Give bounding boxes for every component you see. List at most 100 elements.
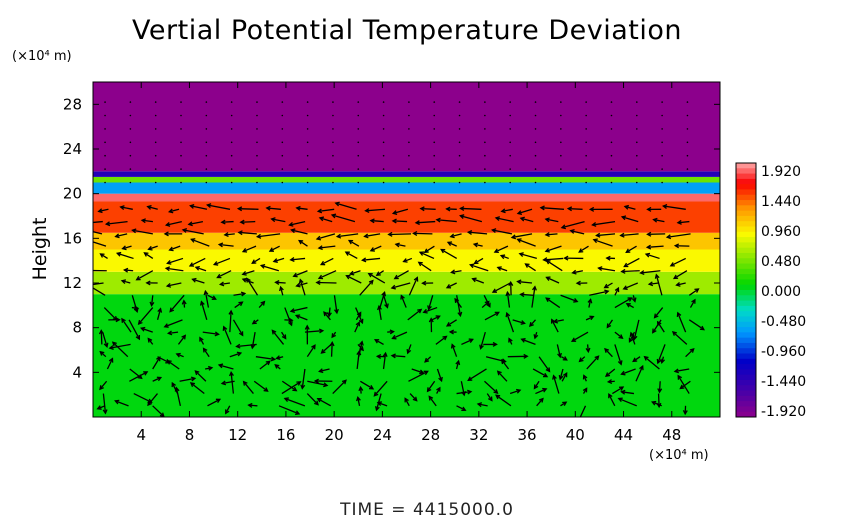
wind-arrow <box>135 270 154 281</box>
colorbar-label: -0.960 <box>761 344 806 360</box>
wind-arrow <box>393 270 409 280</box>
wind-arrow <box>298 278 306 296</box>
colorbar-segment <box>736 379 756 386</box>
wind-arrow <box>367 272 386 284</box>
wind-arrow <box>404 397 410 407</box>
wind-arrow <box>445 319 457 327</box>
wind-arrow <box>534 181 537 184</box>
wind-arrow <box>268 245 280 252</box>
wind-arrow <box>145 280 158 286</box>
x-tick-label: 32 <box>469 426 488 444</box>
wind-arrow <box>524 263 536 272</box>
wind-arrow <box>230 101 233 103</box>
wind-arrow <box>682 405 688 416</box>
wind-arrow <box>163 319 183 328</box>
wind-arrow <box>677 374 690 394</box>
wind-arrow <box>363 233 381 239</box>
x-tick-label: 8 <box>185 426 195 444</box>
wind-arrow <box>104 168 106 170</box>
wind-arrow <box>408 276 419 296</box>
wind-arrow <box>456 295 463 318</box>
wind-arrow <box>647 281 659 287</box>
wind-arrow <box>656 393 662 409</box>
wind-arrow <box>169 294 185 313</box>
colorbar-segment <box>736 268 756 275</box>
wind-arrow <box>535 387 548 395</box>
field-band <box>93 294 720 417</box>
colorbar: 1.920 1.440 0.960 0.480 0.000 -0.480 -0.960 -1.… <box>735 162 806 420</box>
wind-arrow <box>97 208 109 214</box>
wind-arrow <box>189 382 205 395</box>
wind-arrow <box>256 128 258 130</box>
wind-arrow <box>357 114 360 117</box>
wind-arrow <box>605 255 615 261</box>
wind-arrow <box>251 319 259 325</box>
wind-arrow <box>652 217 665 223</box>
wind-arrow <box>154 181 157 184</box>
colorbar-segment <box>736 210 756 217</box>
colorbar-label: -0.480 <box>761 314 806 330</box>
wind-arrow <box>595 232 616 238</box>
wind-arrow <box>104 114 106 117</box>
wind-arrow <box>421 280 434 286</box>
wind-arrow <box>661 154 663 157</box>
wind-arrow <box>544 232 558 238</box>
wind-arrow <box>646 206 662 212</box>
wind-arrow <box>361 257 381 263</box>
wind-arrow <box>220 219 234 225</box>
wind-arrow <box>617 397 638 407</box>
wind-arrow <box>319 257 334 266</box>
wind-arrow <box>561 372 568 382</box>
wind-arrow <box>509 181 511 184</box>
y-tick-label: 8 <box>72 319 82 337</box>
wind-arrow <box>199 336 205 345</box>
x-unit-label: (×10⁴ m) <box>649 448 709 463</box>
wind-arrow <box>428 395 437 407</box>
wind-arrow <box>673 368 690 374</box>
wind-arrow <box>306 114 309 117</box>
colorbar-segment <box>736 401 756 407</box>
wind-arrow <box>450 269 462 275</box>
wind-arrow <box>281 101 284 103</box>
wind-arrow <box>164 220 182 227</box>
wind-arrow <box>689 298 696 308</box>
wind-arrow <box>675 281 686 287</box>
wind-arrow <box>461 338 474 346</box>
wind-arrow <box>560 220 585 230</box>
wind-arrow <box>129 168 132 170</box>
wind-arrow <box>418 251 435 260</box>
wind-arrow <box>505 290 511 308</box>
wind-arrow <box>485 356 507 364</box>
y-tick-label: 16 <box>63 229 82 247</box>
wind-arrow <box>255 356 277 362</box>
wind-arrow <box>99 253 108 259</box>
wind-arrow <box>510 233 533 240</box>
wind-arrow <box>636 141 638 144</box>
wind-arrow <box>318 368 330 374</box>
wind-arrow <box>612 386 625 395</box>
wind-arrow <box>154 114 157 117</box>
wind-arrow <box>610 114 613 117</box>
wind-arrow <box>236 206 259 212</box>
wind-arrow <box>552 318 564 324</box>
wind-arrow <box>323 311 331 321</box>
wind-arrow <box>408 168 410 170</box>
colorbar-segment <box>736 395 756 402</box>
wind-arrow <box>417 261 432 272</box>
wind-arrow <box>408 370 429 382</box>
wind-arrow <box>180 141 182 144</box>
wind-arrow <box>320 343 332 354</box>
colorbar-segment <box>736 226 756 233</box>
wind-arrow <box>154 101 157 103</box>
wind-arrow <box>575 280 588 286</box>
colorbar-segment <box>736 215 756 222</box>
wind-arrow <box>345 274 362 284</box>
wind-arrow <box>128 319 141 341</box>
wind-arrow <box>639 270 661 276</box>
wind-arrow <box>539 205 564 211</box>
wind-arrow <box>686 114 689 117</box>
wind-arrow <box>500 208 513 214</box>
y-tick-label: 12 <box>63 274 82 292</box>
wind-arrow <box>93 285 106 296</box>
wind-arrow <box>189 203 208 210</box>
